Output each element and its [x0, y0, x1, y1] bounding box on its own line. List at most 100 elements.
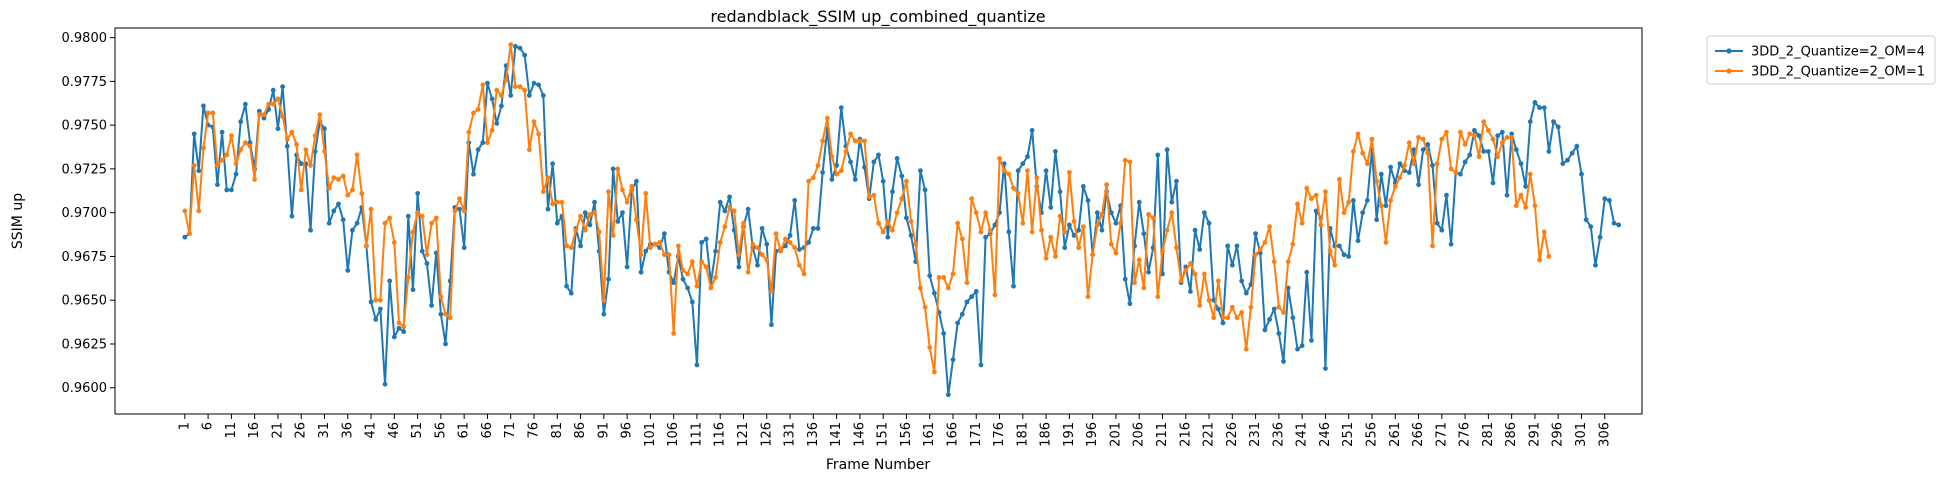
- data-point: [405, 275, 411, 280]
- data-point: [1444, 129, 1449, 135]
- data-point: [592, 199, 597, 205]
- data-point: [759, 226, 765, 231]
- x-tick-label: 11: [224, 422, 239, 439]
- data-point: [717, 240, 723, 245]
- data-point: [983, 210, 988, 216]
- data-point: [480, 82, 486, 88]
- data-point: [1611, 220, 1617, 226]
- data-point: [308, 163, 313, 168]
- data-point: [1011, 283, 1016, 289]
- data-point: [1467, 152, 1473, 158]
- data-point: [1099, 212, 1105, 217]
- data-point: [233, 161, 239, 167]
- y-axis-ticks: 0.9600 0.9625 0.9650 0.9675 0.9700 0.9725 0.97…: [62, 31, 115, 396]
- x-tick-label: 31: [317, 422, 332, 439]
- data-point: [1062, 245, 1068, 251]
- data-point: [848, 159, 853, 165]
- data-point: [289, 129, 295, 135]
- data-point: [1164, 227, 1170, 233]
- data-point: [838, 105, 844, 111]
- data-point: [387, 278, 393, 284]
- data-point: [722, 224, 728, 230]
- data-point: [1360, 210, 1366, 216]
- data-point: [201, 103, 206, 109]
- data-point: [745, 269, 751, 275]
- data-point: [1113, 250, 1119, 256]
- data-point: [1243, 290, 1249, 296]
- data-point: [1546, 254, 1552, 259]
- data-point: [359, 191, 365, 196]
- x-tick-label: 56: [433, 422, 448, 439]
- data-point: [429, 303, 434, 308]
- data-point: [1290, 315, 1296, 321]
- data-point: [1355, 238, 1361, 244]
- x-tick-label: 221: [1202, 422, 1217, 447]
- data-point: [242, 140, 248, 146]
- data-point: [1309, 196, 1314, 202]
- data-point: [871, 159, 877, 165]
- data-point: [1220, 320, 1226, 326]
- data-point: [1215, 306, 1221, 312]
- data-point: [1169, 199, 1175, 205]
- data-point: [918, 285, 923, 291]
- x-tick-label: 206: [1132, 422, 1147, 447]
- x-tick-label: 76: [526, 422, 541, 439]
- data-point: [1313, 192, 1319, 198]
- data-point: [1248, 304, 1254, 310]
- data-point: [1034, 175, 1040, 181]
- data-point: [391, 334, 397, 340]
- data-point: [485, 140, 490, 146]
- data-point: [517, 45, 523, 51]
- x-tick-label: 256: [1364, 422, 1379, 447]
- data-point: [1020, 220, 1026, 226]
- x-tick-label: 126: [759, 422, 774, 447]
- data-point: [1080, 184, 1086, 189]
- x-tick-label: 96: [620, 422, 635, 439]
- data-point: [657, 240, 663, 245]
- data-point: [787, 240, 793, 245]
- data-point: [573, 227, 579, 233]
- data-point: [610, 166, 616, 172]
- data-point: [1104, 182, 1110, 188]
- data-point: [945, 392, 951, 398]
- data-point: [1192, 227, 1198, 233]
- data-point: [1518, 161, 1524, 167]
- x-tick-label: 101: [643, 422, 658, 447]
- data-point: [438, 294, 444, 300]
- data-point: [1197, 247, 1203, 252]
- data-point: [485, 80, 490, 86]
- data-point: [792, 245, 798, 251]
- data-point: [852, 138, 858, 144]
- x-tick-label: 261: [1388, 422, 1403, 447]
- data-point: [247, 143, 253, 149]
- data-point: [377, 297, 383, 303]
- data-point: [326, 185, 332, 191]
- data-point: [1476, 154, 1482, 160]
- data-point: [256, 112, 262, 118]
- data-point: [340, 173, 346, 179]
- data-point: [322, 126, 327, 132]
- data-point: [1509, 135, 1515, 140]
- data-point: [424, 252, 430, 258]
- data-point: [899, 196, 905, 202]
- data-point: [843, 149, 849, 154]
- data-point: [238, 119, 244, 125]
- data-point: [382, 381, 388, 387]
- data-point: [1504, 135, 1510, 140]
- data-point: [1532, 203, 1538, 209]
- data-point: [196, 208, 202, 214]
- data-point: [1076, 245, 1082, 251]
- data-point: [1527, 171, 1533, 177]
- x-tick-label: 61: [457, 422, 472, 439]
- x-tick-label: 21: [270, 422, 285, 439]
- data-point: [629, 184, 635, 189]
- data-point: [587, 222, 593, 228]
- data-point: [238, 147, 244, 153]
- data-point: [820, 170, 826, 175]
- data-point: [373, 317, 379, 322]
- data-point: [1327, 248, 1333, 254]
- data-point: [322, 149, 327, 154]
- data-point: [675, 243, 681, 249]
- data-point: [713, 248, 718, 254]
- data-point: [1025, 168, 1030, 174]
